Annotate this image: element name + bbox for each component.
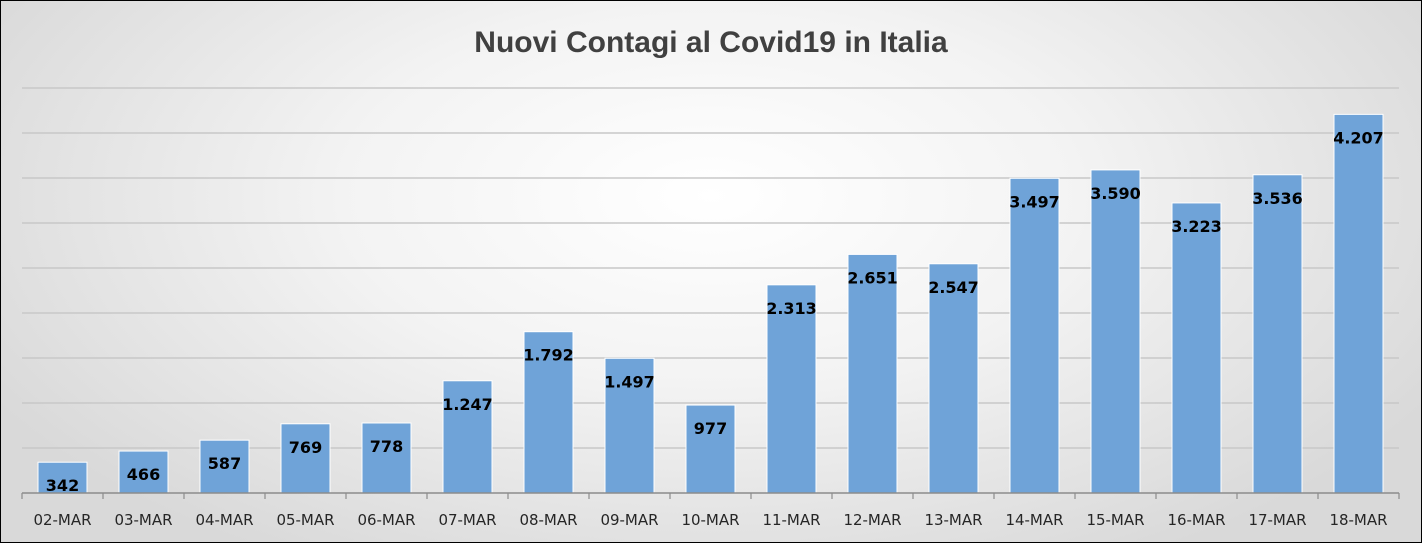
bar	[118, 450, 169, 494]
data-label: 2.651	[847, 268, 898, 287]
x-tick-label: 04-MAR	[195, 511, 253, 529]
data-label: 342	[46, 476, 79, 495]
bar	[1333, 113, 1384, 494]
data-label: 778	[370, 437, 403, 456]
bar	[1009, 177, 1060, 494]
x-tick-label: 15-MAR	[1086, 511, 1144, 529]
data-label: 769	[289, 438, 322, 457]
data-label: 2.547	[928, 278, 979, 297]
bar	[847, 253, 898, 494]
bar	[523, 331, 574, 494]
data-label: 1.792	[523, 346, 574, 365]
bar	[1252, 174, 1303, 494]
x-tick-label: 10-MAR	[681, 511, 739, 529]
bar	[1090, 169, 1141, 494]
gridlines	[22, 87, 1399, 449]
data-label: 466	[127, 465, 160, 484]
data-label: 587	[208, 454, 241, 473]
bar	[280, 423, 331, 494]
bar	[361, 422, 412, 494]
data-label: 3.223	[1171, 217, 1222, 236]
data-label: 3.590	[1090, 184, 1141, 203]
x-tick-label: 12-MAR	[843, 511, 901, 529]
x-axis: 02-MAR 03-MAR 04-MAR 05-MAR 06-MAR 07-MAR 08-M…	[21, 492, 1400, 529]
x-tick-label: 07-MAR	[438, 511, 496, 529]
x-tick-label: 08-MAR	[519, 511, 577, 529]
data-label: 977	[694, 419, 727, 438]
x-tick-label: 14-MAR	[1005, 511, 1063, 529]
chart-title: Nuovi Contagi al Covid19 in Italia	[474, 26, 948, 59]
bar	[199, 439, 250, 494]
x-tick-label: 02-MAR	[33, 511, 91, 529]
bars: 342 466 587 769 778 1.247 1.792 1.497 977 2.313 2.…	[37, 113, 1384, 495]
x-tick-label: 18-MAR	[1329, 511, 1387, 529]
data-label: 3.497	[1009, 192, 1060, 211]
x-tick-label: 16-MAR	[1167, 511, 1225, 529]
x-tick-label: 05-MAR	[276, 511, 334, 529]
bar	[1171, 202, 1222, 494]
x-tick-label: 13-MAR	[924, 511, 982, 529]
data-label: 3.536	[1252, 189, 1303, 208]
x-tick-label: 17-MAR	[1248, 511, 1306, 529]
x-tick-label: 09-MAR	[600, 511, 658, 529]
data-label: 2.313	[766, 299, 817, 318]
bar	[37, 461, 88, 494]
x-tick-label: 03-MAR	[114, 511, 172, 529]
bar	[928, 263, 979, 494]
x-tick-label: 06-MAR	[357, 511, 415, 529]
bar	[766, 284, 817, 494]
data-label: 1.497	[604, 372, 655, 391]
bar	[442, 380, 493, 494]
data-label: 4.207	[1333, 128, 1384, 147]
x-tick-label: 11-MAR	[762, 511, 820, 529]
data-label: 1.247	[442, 395, 493, 414]
